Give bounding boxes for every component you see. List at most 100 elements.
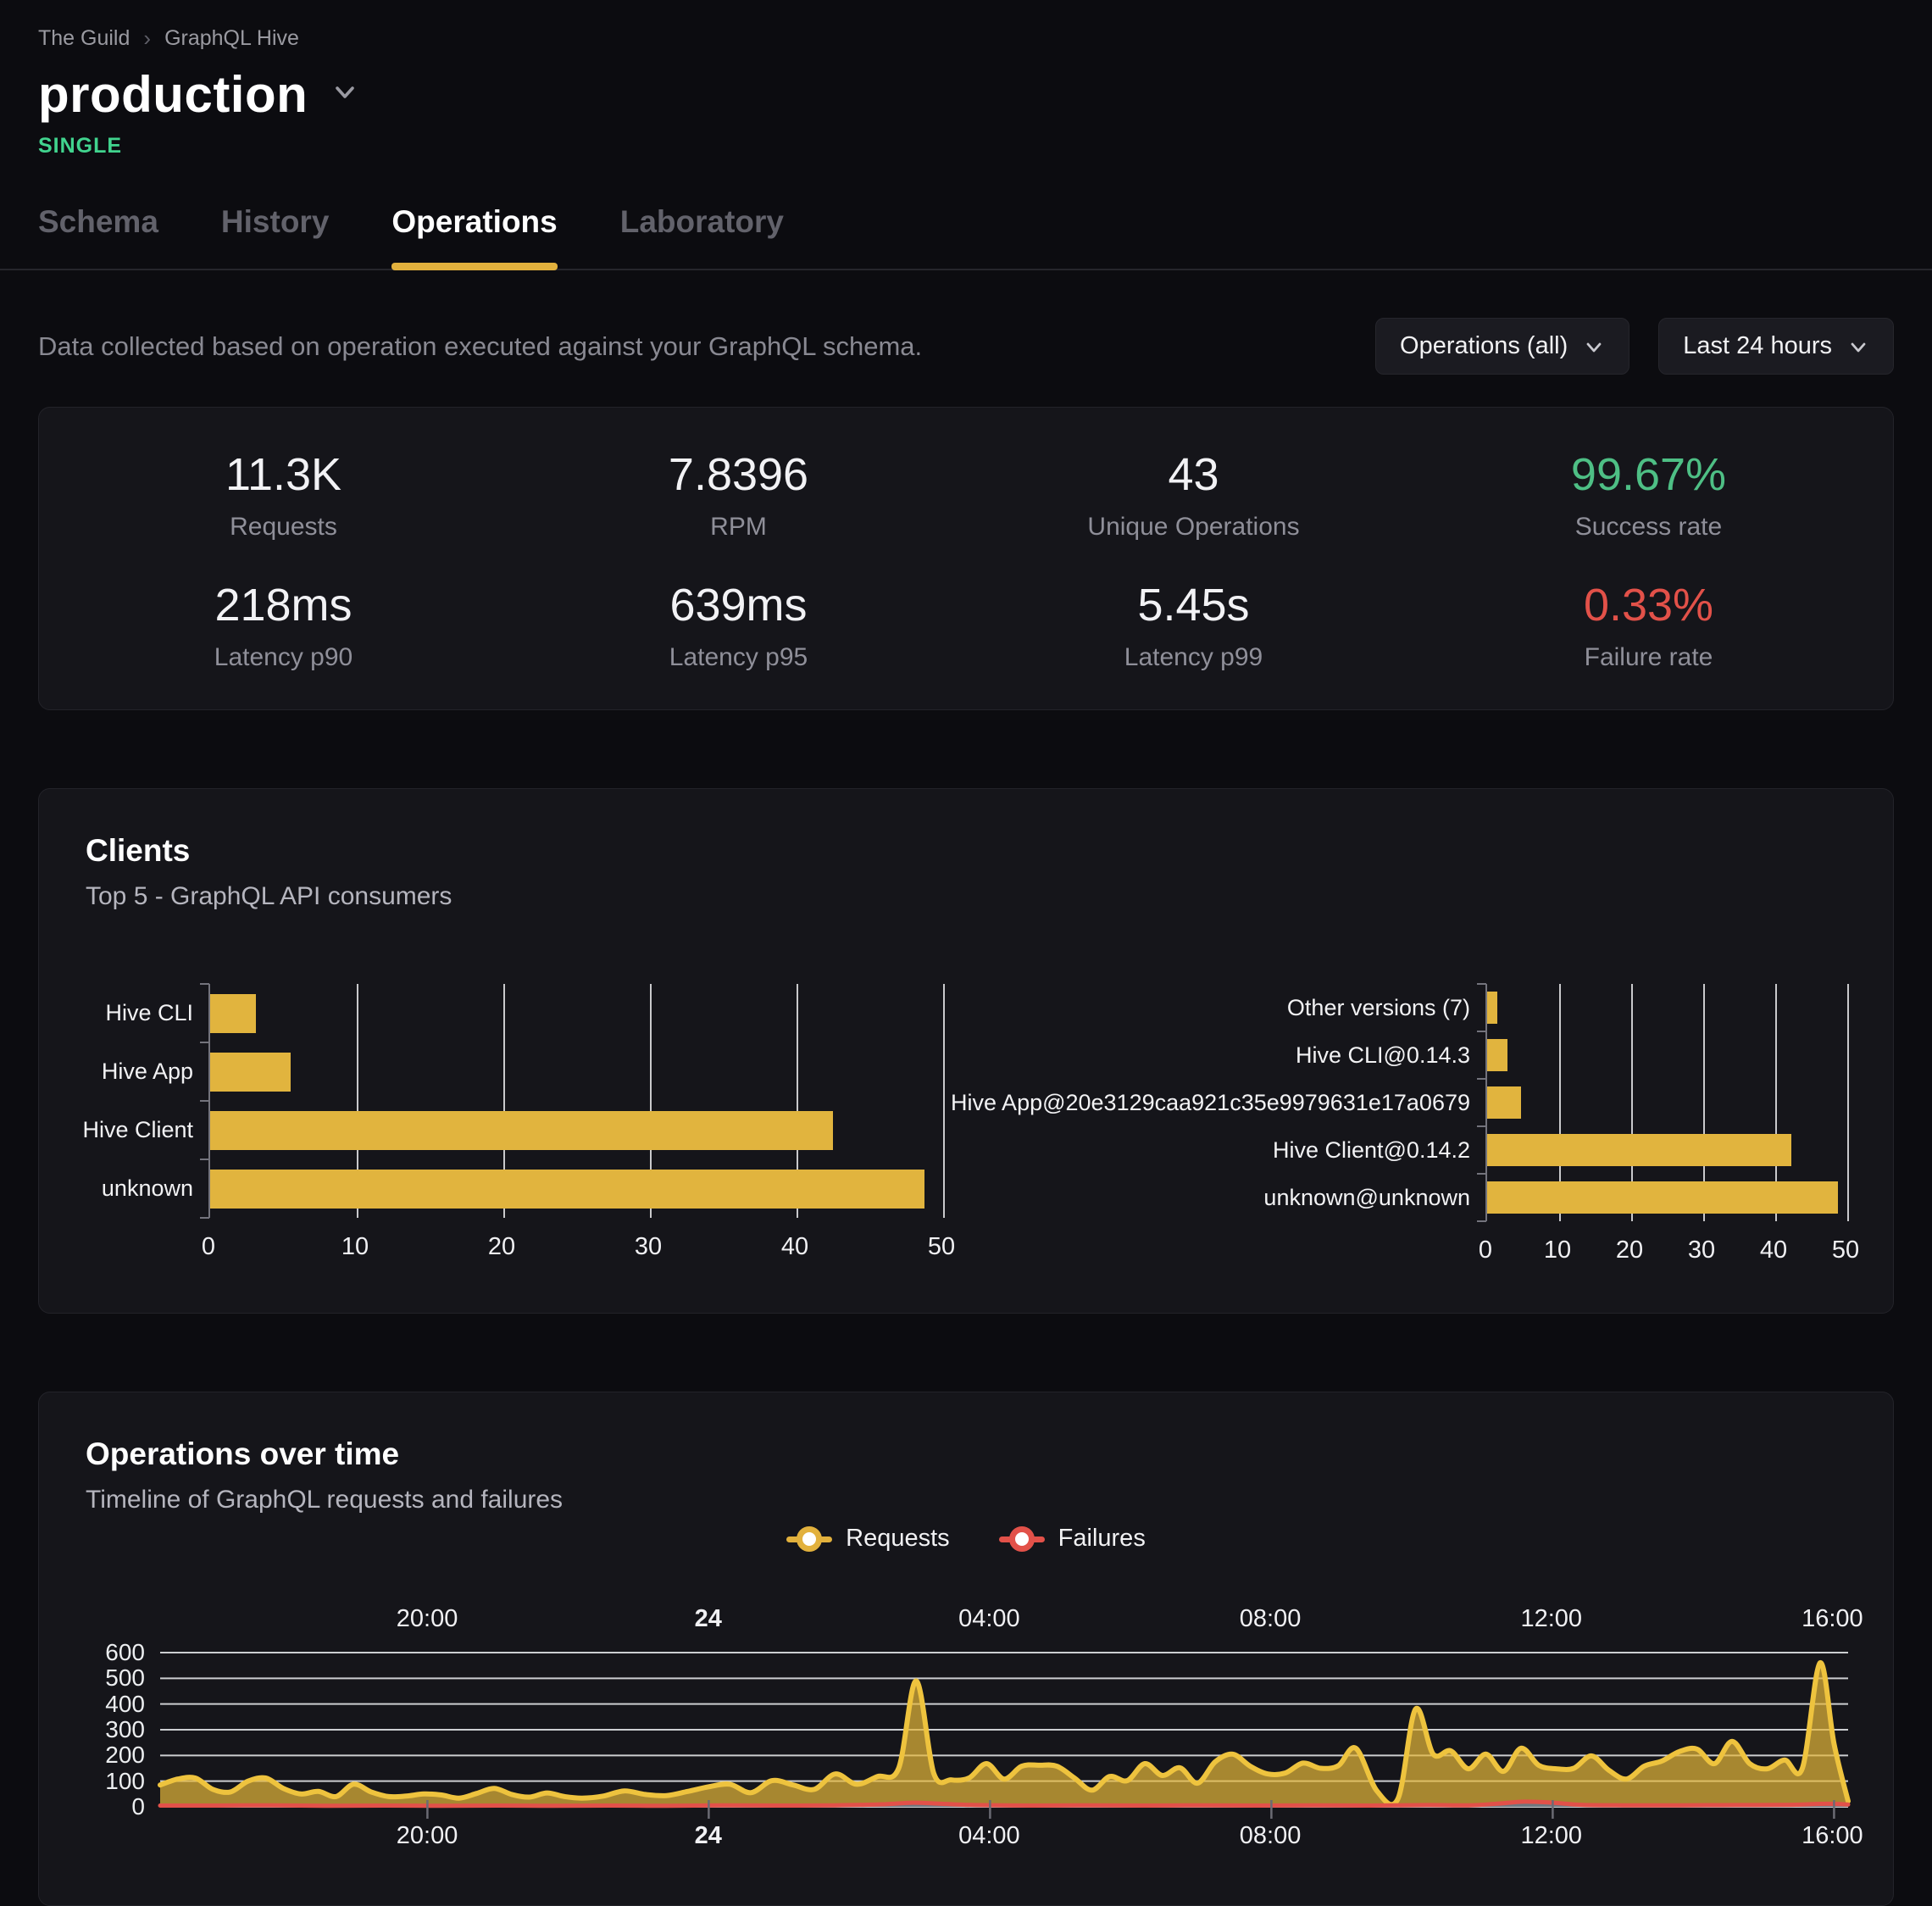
legend-item-failures[interactable]: Failures (998, 1525, 1146, 1553)
x-tick-label: 24 (694, 1822, 722, 1849)
bar-category-labels: Other versions (7) Hive CLI@0.14.3 Hive Ap… (951, 984, 1485, 1264)
bar[interactable] (1487, 1134, 1791, 1166)
gridline (1631, 984, 1633, 1221)
operations-filter-value: Operations (all) (1400, 332, 1568, 359)
x-tick-label: 10 (1543, 1236, 1572, 1264)
bar-category-label: unknown (101, 1175, 193, 1201)
timeline-y-axis: 0 100 200 300 400 500 600 (86, 1639, 160, 1820)
y-tick-label: 500 (105, 1664, 145, 1692)
gridline (1703, 984, 1705, 1221)
bar-plot-area[interactable] (200, 983, 956, 1219)
failures-series-icon (998, 1525, 1045, 1552)
axis-tick (200, 1159, 209, 1160)
requests-line[interactable] (158, 1660, 1851, 1808)
gridline (1847, 984, 1849, 1221)
y-tick-label: 200 (105, 1742, 145, 1769)
bar[interactable] (210, 1110, 834, 1150)
operations-filter-select[interactable]: Operations (all) (1375, 318, 1630, 375)
timeline-svg[interactable] (158, 1652, 1851, 1819)
axis-tick (1477, 1078, 1486, 1080)
stat-latency-p99: 5.45s Latency p99 (1124, 580, 1263, 671)
breadcrumb-project[interactable]: GraphQL Hive (164, 26, 299, 50)
chevron-down-icon (1586, 342, 1602, 352)
axis-tick (200, 1217, 209, 1219)
tab-schema[interactable]: Schema (38, 204, 158, 239)
x-tick-label: 20:00 (396, 1822, 458, 1849)
stat-latency-p90: 218ms Latency p90 (214, 580, 353, 671)
tab-history[interactable]: History (220, 204, 330, 239)
target-mode-badge: SINGLE (38, 134, 123, 158)
x-tick-label: 50 (1831, 1236, 1860, 1264)
bar[interactable] (1487, 1181, 1838, 1214)
x-tick-label: 10 (341, 1233, 369, 1260)
clients-subtitle: Top 5 - GraphQL API consumers (86, 882, 452, 910)
bar-category-label: Other versions (7) (1286, 994, 1470, 1020)
bar[interactable] (1487, 1086, 1521, 1119)
x-tick-label: 30 (1687, 1236, 1716, 1264)
bar-x-axis: 0 10 20 30 40 50 (1479, 1221, 1863, 1264)
x-tick-label: 50 (927, 1233, 956, 1260)
page-title: production (38, 66, 308, 123)
bar[interactable] (210, 1169, 924, 1209)
bar[interactable] (210, 993, 256, 1033)
stat-requests: 11.3K Requests (225, 449, 342, 541)
tab-laboratory[interactable]: Laboratory (619, 204, 784, 239)
y-tick-label: 400 (105, 1690, 145, 1717)
bar-category-label: unknown@unknown (1263, 1184, 1470, 1210)
x-tick-label: 20:00 (396, 1605, 458, 1632)
axis-tick (1477, 1220, 1486, 1222)
y-tick-label: 0 (131, 1793, 145, 1820)
page-header: The Guild › GraphQL Hive production SING… (0, 0, 1932, 158)
bar-category-label: Hive Client (82, 1117, 193, 1142)
failures-line[interactable] (158, 1799, 1851, 1809)
operations-over-time-subtitle: Timeline of GraphQL requests and failure… (86, 1486, 564, 1514)
x-tick-label: 12:00 (1520, 1822, 1583, 1849)
legend-item-requests[interactable]: Requests (786, 1525, 950, 1553)
tab-bar: Schema History Operations Laboratory (0, 204, 1932, 270)
y-tick-label: 300 (105, 1716, 145, 1742)
bar-category-label: Hive CLI@0.14.3 (1295, 1042, 1470, 1068)
operations-over-time-card: Operations over time Timeline of GraphQL… (38, 1392, 1894, 1906)
stat-latency-p95: 639ms Latency p95 (669, 580, 808, 671)
gridline (650, 984, 652, 1218)
x-tick-label: 0 (201, 1233, 216, 1260)
operations-description: Data collected based on operation execut… (38, 331, 923, 361)
main-content: Data collected based on operation execut… (0, 318, 1932, 1906)
clients-by-name-chart[interactable]: Hive CLI Hive App Hive Client unknown 0 10 20 3… (82, 983, 956, 1264)
requests-series-icon (786, 1525, 833, 1552)
axis-tick (1477, 1173, 1486, 1175)
x-tick-label: 08:00 (1239, 1822, 1302, 1849)
breadcrumb-org[interactable]: The Guild (38, 26, 130, 50)
axis-tick (1477, 1125, 1486, 1127)
x-tick-label: 08:00 (1239, 1605, 1302, 1632)
bar[interactable] (210, 1052, 291, 1092)
operations-timeline-chart[interactable]: 0 100 200 300 400 500 600 20:00 24 04:00 08:00 12:… (86, 1605, 1863, 1849)
chevron-down-icon (1851, 342, 1866, 352)
clients-title: Clients (86, 833, 191, 868)
time-range-select[interactable]: Last 24 hours (1658, 318, 1894, 375)
x-tick-label: 20 (487, 1233, 516, 1260)
tab-operations[interactable]: Operations (391, 204, 558, 270)
timeline-legend: Requests Failures (86, 1525, 1846, 1553)
stat-unique-operations: 43 Unique Operations (1087, 449, 1300, 541)
stat-success-rate: 99.67% Success rate (1570, 449, 1727, 541)
bar[interactable] (1487, 1039, 1507, 1071)
y-tick-label: 100 (105, 1767, 145, 1794)
x-tick-label: 16:00 (1802, 1605, 1863, 1632)
x-tick-label: 24 (694, 1605, 722, 1632)
x-tick-label: 04:00 (958, 1605, 1020, 1632)
target-switcher-chevron-down-icon[interactable] (330, 77, 360, 112)
gridline (943, 984, 945, 1218)
bar[interactable] (1487, 992, 1497, 1024)
x-tick-label: 30 (634, 1233, 663, 1260)
axis-tick (200, 983, 209, 985)
x-tick-label: 16:00 (1802, 1822, 1863, 1849)
clients-card: Clients Top 5 - GraphQL API consumers Hi… (38, 788, 1894, 1314)
breadcrumb: The Guild › GraphQL Hive (38, 25, 1894, 52)
stat-rpm: 7.8396 RPM (668, 449, 809, 541)
bar-category-label: Hive App@20e3129caa921c35e9979631e17a067… (951, 1089, 1470, 1115)
timeline-plot-area[interactable]: 20:00 24 04:00 08:00 12:00 16:00 20:00 24 04:00… (158, 1605, 1863, 1849)
bar-x-axis: 0 10 20 30 40 50 (202, 1218, 956, 1260)
clients-by-version-chart[interactable]: Other versions (7) Hive CLI@0.14.3 Hive Ap… (951, 983, 1863, 1264)
bar-plot-area[interactable] (1477, 983, 1863, 1222)
